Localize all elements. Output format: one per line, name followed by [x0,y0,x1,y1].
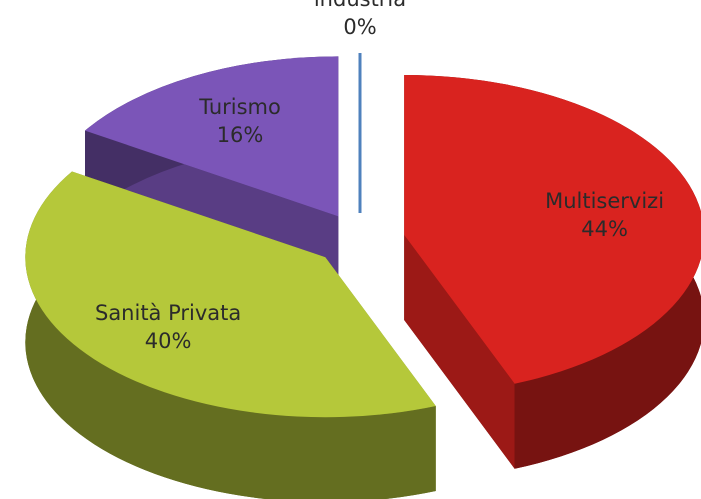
category-label: Sanità Privata [94,300,242,325]
slice-label: Turismo 16% [165,93,315,149]
value-label: 16% [216,122,264,147]
slice-label: Sanità Privata 40% [93,299,243,355]
slice-label: Multiservizi 44% [530,187,680,243]
slice-side [25,171,436,499]
category-label: Dirigenti industria [300,0,420,13]
value-label: 0% [343,15,377,39]
value-label: 40% [144,328,192,353]
slice [404,74,701,384]
value-label: 44% [581,216,628,241]
slice [25,171,436,418]
slice-side [404,234,515,469]
slice-label: Dirigenti industria 0% [300,0,420,41]
slice [85,56,339,217]
category-label: Turismo [199,94,281,119]
category-label: Multiservizi [545,188,665,213]
